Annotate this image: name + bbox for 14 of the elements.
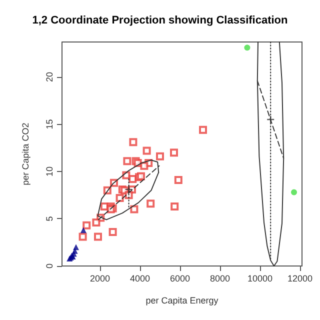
x-tick-label: 10000: [247, 274, 273, 284]
x-tick-label: 2000: [90, 274, 110, 284]
y-tick-label: 0: [44, 263, 54, 269]
x-tick-label: 4000: [130, 274, 150, 284]
x-tick-label: 12000: [287, 274, 313, 284]
y-tick-label: 15: [44, 119, 54, 130]
y-tick-label: 10: [44, 166, 54, 176]
x-tick-label: 6000: [170, 274, 190, 284]
y-tick-label: 5: [44, 216, 54, 222]
x-axis-title: per Capita Energy: [146, 296, 219, 306]
x-tick-label: 8000: [210, 274, 230, 284]
chart-title: 1,2 Coordinate Projection showing Classification: [32, 14, 288, 26]
y-axis-title: per Capita CO2: [20, 122, 30, 186]
y-tick-label: 20: [44, 72, 54, 82]
